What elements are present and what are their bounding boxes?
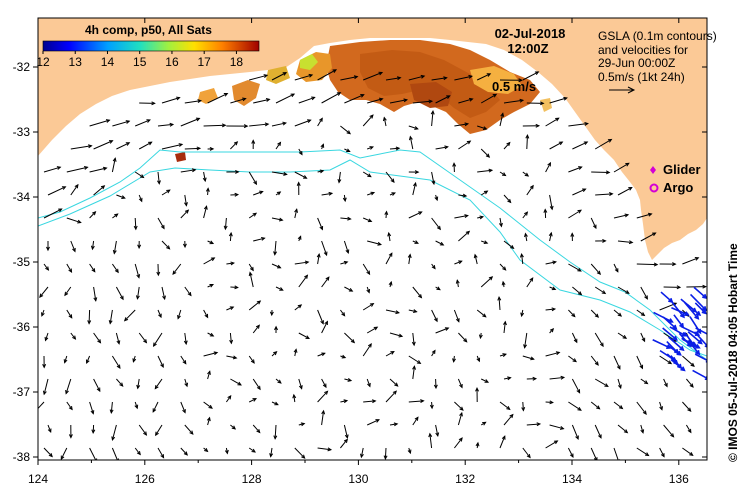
y-tick-label: -34 xyxy=(13,190,31,204)
x-tick-label: 136 xyxy=(669,472,689,486)
svg-text:GSLA (0.1m contours): GSLA (0.1m contours) xyxy=(598,29,717,43)
svg-text:29-Jun 00:00Z: 29-Jun 00:00Z xyxy=(598,56,675,70)
y-tick-label: -33 xyxy=(13,125,31,139)
colorbar-tick-label: 12 xyxy=(36,55,50,69)
map-date: 02-Jul-2018 xyxy=(495,26,566,41)
x-tick-label: 130 xyxy=(348,472,368,486)
colorbar-tick-label: 14 xyxy=(101,55,115,69)
x-tick-label: 126 xyxy=(135,472,155,486)
x-tick-label: 128 xyxy=(242,472,262,486)
svg-text:and velocities for: and velocities for xyxy=(598,43,688,57)
colorbar-tick-label: 15 xyxy=(133,55,147,69)
y-tick-label: -36 xyxy=(13,320,31,334)
x-tick-label: 132 xyxy=(455,472,475,486)
y-tick-label: -38 xyxy=(13,450,31,464)
y-tick-label: -35 xyxy=(13,255,31,269)
arrow-scale-label: 0.5 m/s xyxy=(492,79,536,94)
map-time: 12:00Z xyxy=(507,41,548,56)
colorbar-tick-label: 18 xyxy=(230,55,244,69)
colorbar-tick-label: 13 xyxy=(69,55,83,69)
legend-glider: Glider xyxy=(663,162,701,177)
y-tick-label: -37 xyxy=(13,385,31,399)
colorbar-title: 4h comp, p50, All Sats xyxy=(85,23,212,37)
colorbar-tick-label: 16 xyxy=(165,55,179,69)
legend-argo: Argo xyxy=(663,180,693,195)
colorbar-tick-label: 17 xyxy=(198,55,212,69)
svg-text:0.5m/s (1kt 24h): 0.5m/s (1kt 24h) xyxy=(598,70,685,84)
y-tick-label: -32 xyxy=(13,60,31,74)
x-tick-label: 124 xyxy=(28,472,48,486)
x-tick-label: 134 xyxy=(562,472,582,486)
imos-credit: © IMOS 05-Jul-2018 04:05 Hobart Time xyxy=(726,243,740,462)
